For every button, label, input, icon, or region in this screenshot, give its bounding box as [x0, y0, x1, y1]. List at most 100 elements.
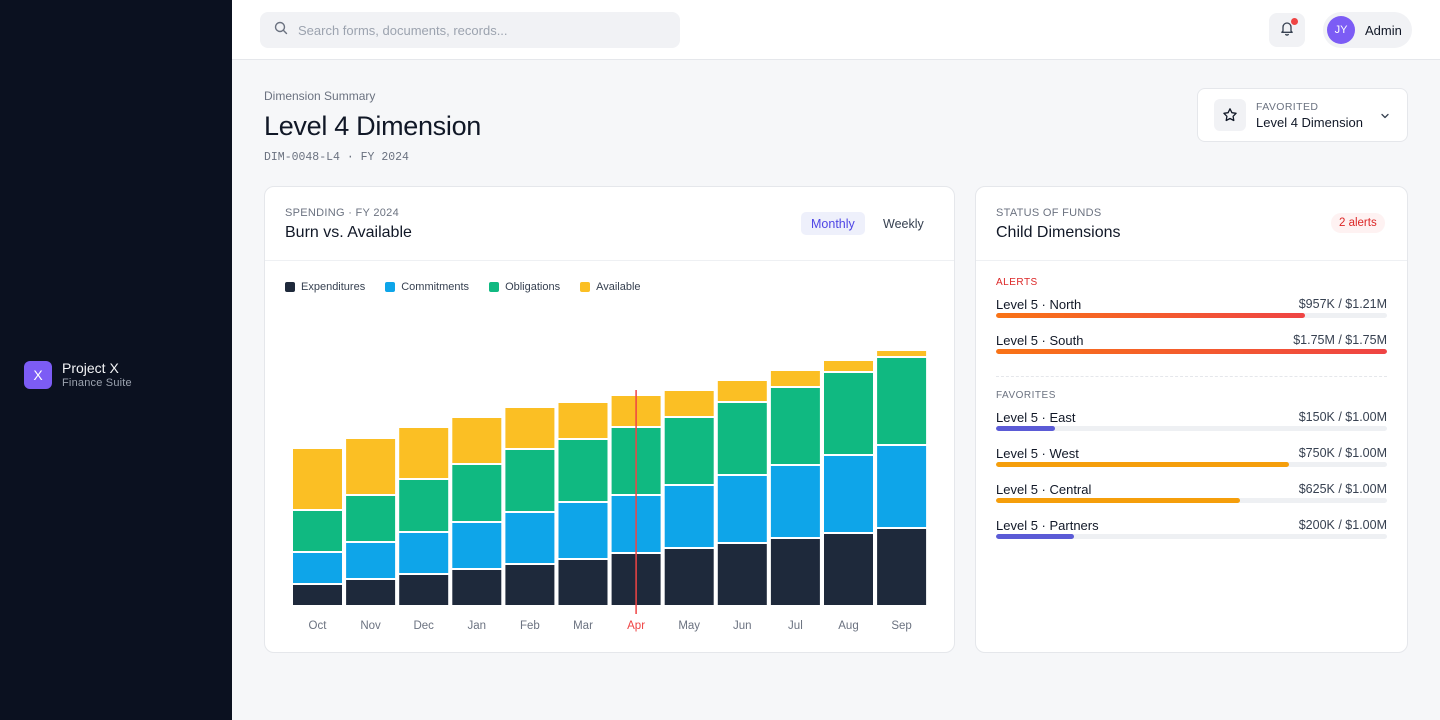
bar-segment[interactable] — [664, 549, 714, 605]
bar-segment[interactable] — [452, 418, 502, 463]
card-divider — [265, 260, 954, 261]
bar-segment[interactable] — [770, 539, 820, 605]
bar-segment[interactable] — [824, 373, 873, 454]
x-tick-label: Aug — [838, 620, 858, 632]
bar-segment[interactable] — [399, 533, 449, 573]
bar-segment[interactable] — [824, 534, 873, 605]
fund-row[interactable]: Level 5 · South $1.75M / $1.75M — [996, 333, 1387, 363]
topbar: JY Admin — [232, 0, 1440, 60]
bar-segment[interactable] — [717, 476, 767, 542]
bar-segment[interactable] — [558, 403, 608, 438]
bar-segment[interactable] — [664, 418, 714, 484]
bar-segment[interactable] — [770, 466, 820, 537]
fund-row[interactable]: Level 5 · Central $625K / $1.00M — [996, 482, 1387, 512]
bar-segment[interactable] — [877, 446, 927, 527]
bar-segment[interactable] — [770, 371, 820, 386]
bar-segment[interactable] — [293, 585, 342, 605]
toggle-monthly[interactable]: Monthly — [801, 212, 865, 235]
fund-row[interactable]: Level 5 · West $750K / $1.00M — [996, 446, 1387, 476]
legend-swatch — [580, 282, 591, 292]
bar-segment[interactable] — [505, 513, 555, 563]
user-menu[interactable]: JY Admin — [1323, 12, 1412, 48]
bar-segment[interactable] — [293, 449, 342, 509]
x-tick-label: Apr — [627, 620, 645, 632]
user-name: Admin — [1365, 22, 1402, 38]
bar-segment[interactable] — [452, 570, 502, 605]
bar-segment[interactable] — [558, 440, 608, 501]
x-tick-label: Jan — [468, 620, 487, 632]
legend-swatch — [489, 282, 500, 292]
breadcrumb[interactable]: Dimension Summary — [264, 89, 376, 103]
legend-item: Commitments — [385, 281, 469, 293]
chart-legend: Expenditures Commitments Obligations Ava… — [285, 281, 661, 293]
fund-amount: $625K / $1.00M — [1298, 482, 1387, 496]
toggle-weekly[interactable]: Weekly — [883, 216, 924, 231]
favorite-selector[interactable]: FAVORITED Level 4 Dimension — [1197, 88, 1408, 142]
alerts-badge[interactable]: 2 alerts — [1331, 213, 1385, 233]
fund-progress-track — [996, 498, 1387, 503]
fund-progress-track — [996, 426, 1387, 431]
favorites-label: FAVORITES — [996, 390, 1056, 401]
fund-row[interactable]: Level 5 · East $150K / $1.00M — [996, 410, 1387, 440]
bar-segment[interactable] — [717, 544, 767, 605]
bar-segment[interactable] — [770, 388, 820, 464]
fund-name: Level 5 · North — [996, 297, 1082, 312]
fund-progress-fill — [996, 534, 1075, 539]
fund-name: Level 5 · South — [996, 333, 1084, 348]
search-box[interactable] — [260, 12, 680, 48]
page-title: Level 4 Dimension — [264, 111, 482, 141]
bar-segment[interactable] — [664, 486, 714, 547]
search-icon — [274, 21, 288, 40]
bar-segment[interactable] — [877, 351, 927, 356]
star-icon — [1214, 99, 1246, 131]
legend-item: Available — [580, 281, 641, 293]
avatar: JY — [1327, 16, 1355, 44]
bar-segment[interactable] — [346, 580, 396, 605]
bar-segment[interactable] — [717, 403, 767, 474]
legend-item: Obligations — [489, 281, 560, 293]
legend-swatch — [385, 282, 396, 292]
fund-amount: $750K / $1.00M — [1298, 446, 1387, 460]
bar-segment[interactable] — [664, 391, 714, 416]
fund-name: Level 5 · West — [996, 446, 1079, 461]
bar-segment[interactable] — [558, 560, 608, 605]
bar-segment[interactable] — [824, 361, 873, 371]
fund-row[interactable]: Level 5 · Partners $200K / $1.00M — [996, 518, 1387, 548]
bar-segment[interactable] — [399, 575, 449, 605]
bar-segment[interactable] — [717, 381, 767, 401]
bar-segment[interactable] — [877, 358, 927, 444]
chevron-down-icon — [1379, 109, 1391, 127]
bar-segment[interactable] — [452, 465, 502, 521]
bar-segment[interactable] — [293, 553, 342, 583]
brand-logo: X — [24, 361, 52, 389]
brand[interactable]: X Project X Finance Suite — [24, 360, 132, 390]
bar-segment[interactable] — [452, 523, 502, 568]
bar-segment[interactable] — [399, 428, 449, 478]
bar-segment[interactable] — [824, 456, 873, 532]
bar-segment[interactable] — [505, 408, 555, 448]
x-tick-label: May — [678, 620, 700, 632]
x-tick-label: Mar — [573, 620, 593, 632]
fund-amount: $200K / $1.00M — [1298, 518, 1387, 532]
bar-segment[interactable] — [877, 529, 927, 605]
alerts-label: ALERTS — [996, 277, 1038, 288]
fund-progress-track — [996, 349, 1387, 354]
notifications-button[interactable] — [1269, 13, 1305, 47]
bar-segment[interactable] — [346, 496, 396, 541]
fund-progress-fill — [996, 426, 1055, 431]
bar-segment[interactable] — [505, 450, 555, 511]
bar-segment[interactable] — [293, 511, 342, 551]
bar-segment[interactable] — [399, 480, 449, 531]
bar-segment[interactable] — [346, 543, 396, 578]
bar-segment[interactable] — [558, 503, 608, 558]
spending-kicker: SPENDING · FY 2024 — [285, 207, 400, 219]
bar-segment[interactable] — [505, 565, 555, 605]
spending-title: Burn vs. Available — [285, 224, 412, 241]
legend-label: Available — [596, 281, 641, 293]
fund-name: Level 5 · Central — [996, 482, 1092, 497]
fund-progress-fill — [996, 498, 1241, 503]
fund-row[interactable]: Level 5 · North $957K / $1.21M — [996, 297, 1387, 327]
bar-segment[interactable] — [346, 439, 396, 494]
search-input[interactable] — [298, 22, 658, 38]
section-divider — [996, 376, 1387, 377]
